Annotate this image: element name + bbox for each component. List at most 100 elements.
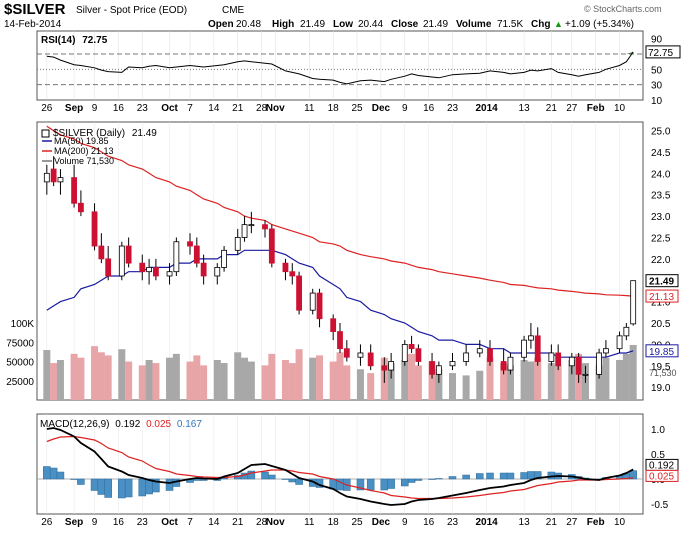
volume-bar: [166, 357, 174, 400]
candle-body: [57, 177, 64, 183]
macd-histogram-bar: [281, 478, 290, 480]
x-tick-label-upper: 21: [232, 103, 244, 114]
volume-bar: [387, 363, 395, 400]
volume-bar: [104, 355, 112, 400]
macd-histogram-bar: [261, 471, 269, 480]
candle-body: [388, 361, 395, 371]
macd-tick-label: -0.5: [651, 500, 669, 511]
price-layer: 100K 75000 50000 25000 25.0 24.5 24.0 23.5 23.0 2…: [6, 125, 679, 400]
macd-histogram-bar: [268, 474, 276, 480]
x-tick-label-lower: 26: [41, 517, 53, 528]
candle-body: [548, 352, 555, 362]
x-tick-label-lower: 9: [92, 517, 98, 528]
x-tick-label-lower: 7: [187, 517, 193, 528]
x-tick-label-upper: 23: [137, 103, 149, 114]
volume-bar: [193, 355, 201, 400]
macd-histogram-bar: [499, 472, 508, 480]
candle-body: [534, 335, 541, 362]
volume-bar: [309, 357, 317, 400]
volume-bar: [234, 352, 242, 400]
chg-value: +1.09 (+5.34%): [565, 19, 634, 30]
volume-bar: [414, 365, 422, 400]
candle-body: [173, 241, 180, 273]
volume-bar: [462, 375, 470, 400]
candle-body: [568, 356, 575, 367]
rsi-tick-label: 90: [651, 35, 663, 46]
candle-body: [50, 168, 57, 183]
macd-histogram-bar: [247, 470, 256, 480]
rsi-layer: 907050301072.75: [37, 35, 681, 107]
volume-bar: [247, 361, 255, 400]
x-tick-label-upper: 7: [187, 103, 193, 114]
macd-histogram-bar: [387, 478, 395, 489]
candle-body: [528, 335, 534, 341]
x-tick-label-lower: 21: [232, 517, 244, 528]
x-tick-label-upper: 23: [447, 103, 459, 114]
volume-bar: [43, 350, 51, 400]
rsi-tick-label: 50: [651, 65, 663, 76]
macd-histogram-bar: [366, 478, 375, 491]
x-tick-label-lower: 25: [351, 517, 363, 528]
volume-right-label: 71,530: [649, 368, 677, 378]
price-tick-label: 19.5: [651, 362, 671, 373]
volume-bar: [295, 349, 303, 400]
legend-entry: MA(50) 19.85: [54, 136, 109, 146]
volume-tick-label: 100K: [11, 319, 35, 330]
macd-histogram-bar: [629, 470, 637, 480]
x-tick-label-upper: 28: [256, 103, 268, 114]
price-tick-label: 25.0: [651, 127, 671, 138]
macd-tick-label: 1.0: [651, 425, 665, 436]
x-tick-label-lower: 23: [137, 517, 149, 528]
x-tick-label-upper: 13: [519, 103, 531, 114]
candle-body: [401, 343, 408, 362]
candle-body: [43, 172, 50, 183]
ma200-line: [46, 125, 634, 297]
volume-bar: [329, 361, 337, 400]
macd-title: MACD(12,26,9) 0.192 0.025 0.167: [40, 419, 202, 430]
macd-histogram-bar: [90, 478, 99, 491]
x-tick-label-upper: 10: [614, 103, 626, 114]
volume-bar: [118, 349, 126, 400]
macd-histogram-bar: [527, 471, 535, 480]
volume-bar: [97, 352, 105, 400]
volume-bar: [268, 353, 276, 400]
legend-entry: Volume 71,530: [54, 156, 114, 166]
macd-histogram-bar: [462, 474, 470, 480]
candle-body: [296, 275, 302, 311]
candle-body: [429, 361, 435, 375]
high-label: High: [272, 19, 294, 30]
candle-body: [289, 271, 296, 277]
macd-histogram-bar: [70, 478, 78, 480]
price-tick-label: 22.0: [651, 255, 671, 266]
candle-body: [408, 343, 415, 350]
x-tick-label-lower: 11: [304, 517, 315, 528]
volume-bar: [172, 353, 180, 400]
volume-bar: [50, 363, 58, 400]
volume-bar: [91, 346, 99, 400]
volume-bar: [568, 360, 576, 400]
candle-body: [337, 331, 343, 350]
x-tick-label-upper: Dec: [372, 103, 391, 114]
signal-value-box: [645, 469, 679, 482]
volume-bar: [186, 361, 194, 400]
candle-body: [343, 348, 350, 358]
macd-histogram-bar: [118, 478, 126, 499]
x-axis-layer: 26 26 Sep Sep 9 9 16 16 23 23 Oct Oct 7 7 14 14 21 21 28 28…: [41, 31, 626, 528]
candle-body: [153, 267, 159, 277]
x-tick-label-upper: 18: [328, 103, 340, 114]
open-label: Open: [208, 19, 234, 30]
signal-value-label: 0.025: [649, 471, 674, 482]
macd-histogram-bar: [428, 478, 436, 480]
volume-tick-label: 75000: [6, 338, 34, 349]
candle-body: [91, 211, 98, 247]
volume-bar: [56, 360, 64, 400]
close-value: 21.49: [423, 19, 448, 30]
candle-body: [521, 339, 527, 358]
volume-bar: [435, 369, 443, 400]
candle-body: [630, 280, 637, 325]
volume-bar: [336, 352, 344, 400]
macd-histogram-bar: [77, 478, 85, 485]
macd-histogram-bar: [407, 478, 416, 483]
macd-histogram-bar: [401, 478, 409, 487]
